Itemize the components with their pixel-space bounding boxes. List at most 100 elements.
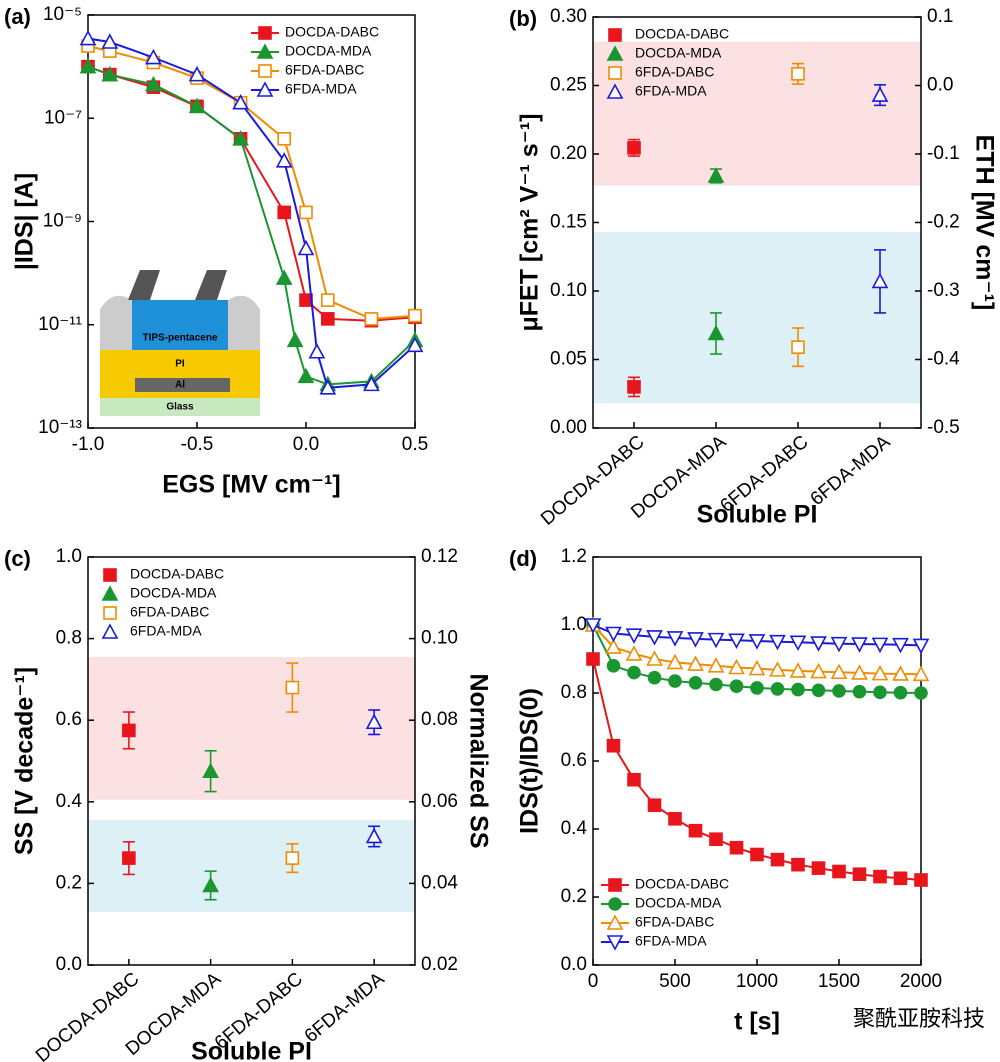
y-tick-label: 0.10 <box>550 280 587 301</box>
y-axis-label: SS [V decade⁻¹] <box>11 667 39 855</box>
watermark: 聚酰亚胺科技 <box>853 1006 985 1031</box>
x-tick-label: -0.5 <box>181 434 214 455</box>
marker <box>365 827 383 844</box>
legend-marker <box>606 83 624 99</box>
marker <box>873 869 887 884</box>
x-tick-label: -1.0 <box>72 434 105 455</box>
shaded-band <box>593 41 921 186</box>
marker <box>728 633 745 649</box>
shaded-band <box>593 232 921 404</box>
marker <box>308 343 326 359</box>
y-tick-label: 0.8 <box>56 628 82 649</box>
marker <box>728 658 745 675</box>
marker <box>364 312 379 326</box>
marker <box>101 33 119 49</box>
marker <box>627 772 641 787</box>
y2-tick-label: -0.4 <box>927 349 960 370</box>
marker <box>811 683 826 698</box>
marker <box>627 141 641 155</box>
y-tick-label: 10⁻¹³ <box>38 417 82 438</box>
marker <box>707 632 725 649</box>
marker <box>832 864 846 879</box>
y2-tick-label: 0.08 <box>421 709 458 730</box>
marker <box>646 650 663 666</box>
x-tick-label: 1500 <box>818 971 860 992</box>
y-tick-label: 10⁻⁹ <box>43 211 82 232</box>
x-tick-label: 2000 <box>900 971 942 992</box>
marker <box>770 852 785 867</box>
marker <box>789 662 807 678</box>
marker <box>319 379 337 395</box>
panel-label: (b) <box>509 6 537 31</box>
y2-tick-label: 0.04 <box>421 872 458 893</box>
marker <box>852 684 867 699</box>
tips-layer <box>100 296 260 350</box>
y-tick-label: 0.15 <box>550 212 587 233</box>
device-inset: TIPS-pentacene PI Al Glass <box>100 270 260 416</box>
panel-label: (d) <box>509 546 537 571</box>
y-tick-label: 0.25 <box>550 75 587 96</box>
marker <box>365 713 383 730</box>
y2-tick-label: 0.1 <box>927 6 953 27</box>
legend-marker <box>103 606 117 620</box>
bump <box>228 295 260 350</box>
plot-area <box>627 62 889 398</box>
marker <box>286 331 304 348</box>
bump <box>100 295 132 350</box>
x-axis-label: t [s] <box>734 1008 780 1036</box>
y-tick-label: 0.0 <box>56 954 82 975</box>
y2-tick-label: -0.5 <box>927 417 960 438</box>
marker <box>275 269 293 285</box>
legend: DOCDA-DABC DOCDA-MDA 6FDA-DABC 6FDA-MDA <box>606 26 729 99</box>
y-axis-label: μFET [cm² V⁻¹ s⁻¹] <box>516 113 544 331</box>
y-tick-label: 0.05 <box>550 349 587 370</box>
x-tick-label: 1000 <box>736 971 778 992</box>
marker <box>202 762 219 778</box>
x-axis-label: Soluble PI <box>697 501 818 529</box>
marker <box>748 659 766 676</box>
legend-label: DOCDA-MDA <box>635 895 722 911</box>
marker <box>832 684 846 698</box>
marker <box>871 272 889 289</box>
legend-label: 6FDA-DABC <box>285 62 364 78</box>
marker <box>893 685 908 700</box>
marker <box>871 637 889 654</box>
y-tick-label: 0.30 <box>550 6 587 27</box>
marker <box>647 670 662 685</box>
marker <box>873 685 887 700</box>
y2-tick-label: -0.1 <box>927 143 960 164</box>
y-tick-label: 0.00 <box>550 417 587 438</box>
plot-area <box>122 662 383 901</box>
y-tick-label: 1.0 <box>56 546 82 567</box>
y2-tick-label: 0.06 <box>421 791 458 812</box>
marker <box>668 674 682 688</box>
marker <box>770 682 785 696</box>
legend-marker <box>608 28 622 42</box>
y-tick-label: 0.6 <box>561 750 587 771</box>
panel: 10⁻¹³ 10⁻¹¹ 10⁻⁹ 10⁻⁷ 10⁻⁵ -1.0 -0.5 0.0 0.5 (a) E… <box>4 4 428 499</box>
legend-label: DOCDA-DABC <box>635 876 729 892</box>
panel: 0.0 0.2 0.4 0.6 0.8 1.0 0.02 0.04 0.06 0.08 0.10 0.… <box>4 546 492 1062</box>
marker <box>122 851 136 865</box>
y-tick-label: 0.6 <box>56 709 82 730</box>
legend-marker <box>103 568 117 582</box>
y-tick-label: 0.2 <box>56 872 82 893</box>
marker <box>627 665 641 680</box>
shaded-band <box>88 656 415 800</box>
y-axis-label: IDS(t)/IDS(0) <box>516 688 544 834</box>
marker <box>810 636 827 652</box>
marker <box>688 675 703 690</box>
marker <box>202 876 219 893</box>
marker <box>285 851 300 865</box>
legend-label: 6FDA-MDA <box>635 933 707 949</box>
y-tick-label: 0.0 <box>561 954 587 975</box>
x-tick-label: 500 <box>659 971 691 992</box>
marker <box>791 67 805 81</box>
series-line <box>87 45 416 320</box>
x-tick-label: 6FDA-MDA <box>301 968 389 1047</box>
marker <box>666 653 684 670</box>
legend: DOCDA-DABC DOCDA-MDA 6FDA-DABC 6FDA-MDA <box>101 566 224 639</box>
marker <box>707 324 725 341</box>
marker <box>606 658 621 673</box>
plot-area <box>79 29 424 395</box>
